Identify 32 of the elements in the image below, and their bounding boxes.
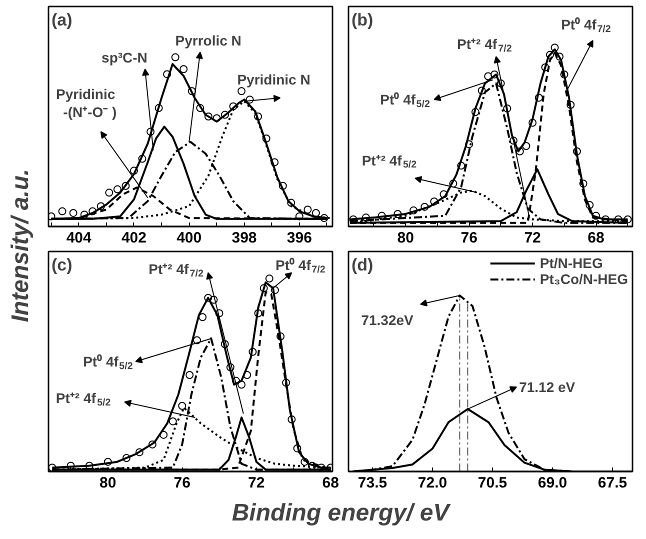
- x-tick-label: 400: [176, 230, 202, 246]
- text: (a): [52, 10, 72, 30]
- x-tick-label: 70.5: [478, 474, 508, 492]
- x-tick-label: 80: [397, 230, 414, 246]
- annotation: 71.12 eV: [519, 379, 576, 396]
- x-tick-label: 68: [322, 474, 339, 492]
- x-tick-label: 80: [100, 474, 116, 492]
- annotation: Pyridinic -(N⁺-O⁻ ): [56, 86, 117, 120]
- x-tick-label: 68: [588, 230, 604, 246]
- x-tick-label: 72.0: [418, 474, 448, 492]
- x-axis-title: Binding energy/ eV: [232, 500, 452, 526]
- text: (c): [52, 256, 72, 274]
- annotation: 71.32eV: [361, 312, 414, 328]
- text: (d): [352, 256, 374, 274]
- x-tick-label: 404: [66, 230, 92, 246]
- x-tick-label: 73.5: [358, 474, 388, 492]
- x-tick-label: 398: [232, 230, 257, 246]
- x-tick-label: 72: [248, 474, 265, 492]
- annotation: Pyrrolic N: [175, 32, 242, 48]
- legend-label: Pt/N-HEG: [540, 255, 603, 271]
- x-tick-label: 72: [524, 230, 541, 246]
- y-axis-title: Intensity/ a.u.: [7, 168, 34, 322]
- x-tick-label: 69.0: [538, 474, 568, 492]
- x-tick-label: 67.5: [598, 474, 628, 492]
- x-tick-label: 76: [174, 474, 190, 492]
- x-tick-label: 396: [286, 230, 312, 246]
- text: (b): [352, 10, 374, 30]
- annotation: sp³C-N: [102, 49, 148, 66]
- x-tick-label: 76: [460, 230, 478, 246]
- x-tick-label: 402: [121, 230, 146, 246]
- annotation: Pyridinic N: [237, 71, 310, 88]
- legend-label: Pt₃Co/N-HEG: [540, 271, 628, 287]
